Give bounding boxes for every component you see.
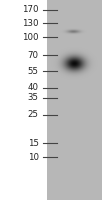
Text: 55: 55 [28,66,39,75]
Text: 100: 100 [22,32,39,42]
Text: 15: 15 [28,138,39,147]
Text: 70: 70 [28,50,39,60]
Text: 25: 25 [28,110,39,119]
Text: 35: 35 [28,94,39,102]
Text: 40: 40 [28,83,39,92]
Text: 130: 130 [22,19,39,27]
Text: 170: 170 [22,5,39,15]
Text: 10: 10 [28,153,39,162]
